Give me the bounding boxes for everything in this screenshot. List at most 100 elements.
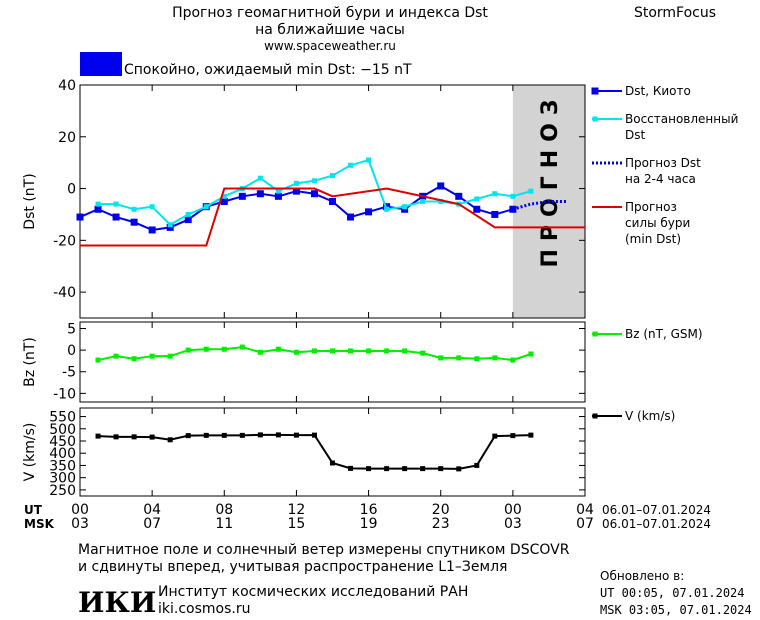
legend-label: V (km/s) [625,409,675,423]
point [256,190,264,198]
point [402,204,408,210]
point [510,193,516,199]
ut-tick-label: 00 [504,502,522,518]
y-tick-label: 40 [58,78,76,94]
point [167,353,173,359]
legend-label: Dst, Киото [625,84,691,98]
point [293,349,299,355]
legend-marker [592,331,598,337]
y-axis-label: V (km/s) [22,423,38,482]
legend-marker [592,413,598,419]
point [384,348,390,354]
ut-tick-label: 16 [360,502,378,518]
point [348,465,354,471]
point [292,187,300,195]
point [311,348,317,354]
point [438,355,444,361]
point [275,432,281,438]
ut-range: 06.01–07.01.2024 [602,503,711,517]
point [113,353,119,359]
point [474,196,480,202]
point [420,199,426,204]
status-text: Спокойно, ожидаемый min Dst: −15 nT [124,62,412,78]
updated-label: Обновлено в: [600,569,684,583]
y-tick-label: 550 [49,410,76,426]
point [438,199,444,204]
point [274,192,282,200]
updated-msk: MSK 03:05, 07.01.2024 [600,603,752,617]
point [366,348,372,354]
footer-note: и сдвинуты вперед, учитывая распростране… [78,559,507,575]
msk-tick-label: 07 [576,516,594,532]
point [401,205,409,213]
y-tick-label: 350 [49,458,76,474]
point [221,432,227,438]
point [492,433,498,439]
point [221,193,227,199]
point [257,349,263,355]
point [420,350,426,356]
point [95,201,101,207]
point [113,434,119,440]
point [528,351,534,357]
point [257,432,263,438]
logo: ИКИ [78,586,156,619]
brand: StormFocus [634,5,716,21]
plot-frame [79,321,586,403]
point [257,175,263,181]
point [402,348,408,354]
y-axis-label: Dst (nT) [22,173,38,229]
ut-prefix: UT [24,503,43,517]
y-tick-label: 400 [49,446,76,462]
point [185,347,191,353]
point [420,466,426,472]
y-tick-label: 450 [49,434,76,450]
ut-tick-label: 12 [288,502,306,518]
point [330,348,335,354]
legend-label: Восстановленный Dst [625,112,738,142]
msk-tick-label: 15 [288,516,306,532]
y-tick-label: 5 [67,321,76,337]
point [365,208,373,216]
y-tick-label: 300 [49,471,76,487]
point [311,432,317,438]
point [113,201,119,207]
y-tick-label: 20 [58,130,76,146]
point [185,433,191,439]
series-line [80,187,585,247]
y-tick-label: -20 [53,233,76,249]
y-axis-label: Bz (nT) [22,337,38,387]
url: iki.cosmos.ru [158,601,250,617]
legend-marker [591,87,599,95]
msk-tick-label: 19 [360,516,378,532]
point [347,213,355,221]
point [130,218,138,226]
point [275,346,281,352]
point [238,192,246,200]
point [148,226,156,234]
point [239,432,245,438]
msk-prefix: MSK [24,517,55,531]
forecast-label: ПРОГНОЗ [538,91,563,267]
y-tick-label: 500 [49,422,76,438]
legend-marker [592,116,598,122]
status-indicator [80,52,122,76]
point [384,206,390,212]
point [348,348,354,354]
plot-frame [79,84,586,319]
point [221,346,227,352]
ut-tick-label: 04 [143,502,161,518]
legend-label: Прогноз силы бури (min Dst) [625,200,690,246]
point [528,188,534,194]
plot-frame [79,407,586,497]
point [95,433,101,439]
point [131,356,137,362]
institute: Институт космических исследований РАН [158,584,468,600]
msk-range: 06.01–07.01.2024 [602,517,711,531]
msk-tick-label: 03 [504,516,522,532]
point [310,190,318,198]
point [167,222,173,228]
point [311,178,317,184]
point [131,434,137,440]
